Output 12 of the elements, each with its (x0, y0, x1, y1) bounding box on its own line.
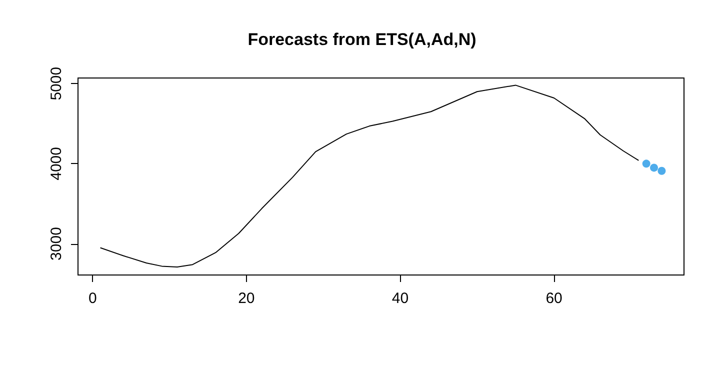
x-tick-label: 0 (88, 290, 97, 307)
point (658, 166, 666, 175)
y-tick-label: 5000 (48, 66, 65, 100)
x-tick-label: 40 (392, 290, 409, 307)
line-series (100, 84, 640, 268)
x-tick-label: 60 (546, 290, 562, 307)
chart-title: Forecasts from ETS(A,Ad,N) (248, 30, 476, 49)
x-tick-label: 20 (238, 290, 255, 307)
point (642, 160, 650, 168)
y-tick-label: 4000 (48, 147, 65, 180)
y-tick-label: 3000 (48, 227, 65, 260)
point (650, 164, 658, 172)
